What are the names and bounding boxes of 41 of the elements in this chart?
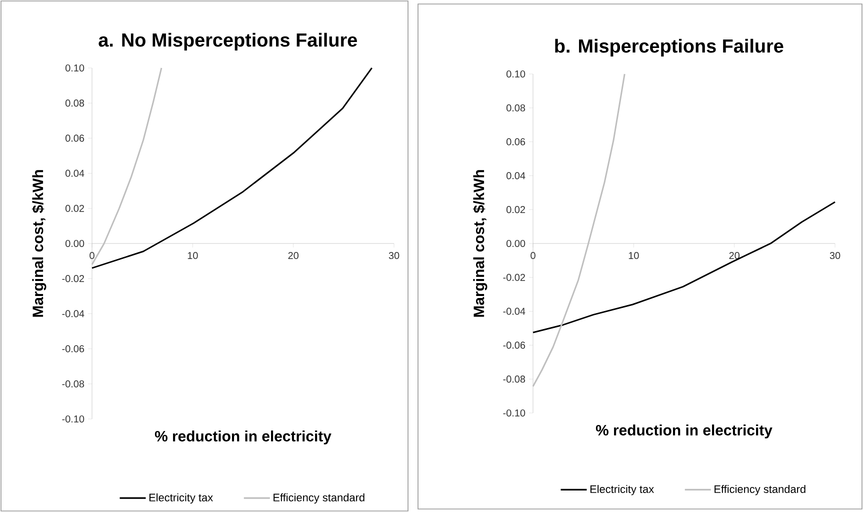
y-tick-label: -0.04: [503, 308, 526, 315]
legend-label: Electricity tax: [590, 484, 654, 496]
x-tick-label: 0: [530, 252, 536, 260]
legend-label: Efficiency standard: [714, 484, 806, 496]
y-tick-label: -0.10: [62, 415, 84, 423]
y-tick-label: 0.04: [65, 170, 84, 177]
y-tick-label: -0.06: [62, 345, 84, 352]
y-tick-label: 0.02: [506, 206, 525, 214]
y-tick-label: -0.02: [62, 275, 84, 282]
y-tick-label: 0.08: [506, 104, 526, 112]
y-tick-label: -0.08: [503, 376, 526, 383]
line-series: [91, 67, 373, 269]
y-tick-label: -0.04: [62, 310, 84, 318]
y-tick-label: 0.02: [65, 204, 84, 212]
x-axis-title: % reduction in electricity: [154, 430, 332, 444]
y-tick-label: 0.00: [506, 240, 526, 248]
y-tick-label: 0.04: [506, 172, 526, 180]
y-tick-label: 0.06: [65, 134, 84, 142]
y-axis-title: Marginal cost, $/kWh: [32, 170, 46, 317]
y-tick-label: 0.10: [506, 70, 526, 78]
x-tick-label: 30: [388, 252, 400, 260]
chart-title: b. Misperceptions Failure: [555, 38, 784, 56]
y-tick-label: -0.10: [503, 409, 526, 417]
y-axis-title: Marginal cost, $/kWh: [472, 170, 488, 317]
x-axis-title: % reduction in electricity: [596, 424, 772, 438]
x-tick-label: 30: [830, 252, 840, 260]
x-tick-label: 0: [90, 252, 94, 260]
y-tick-label: -0.02: [503, 274, 525, 281]
x-tick-label: 20: [288, 252, 298, 260]
legend-label: Electricity tax: [149, 493, 213, 504]
x-tick-label: 10: [628, 252, 639, 260]
y-tick-label: 0.10: [65, 64, 84, 72]
y-tick-label: 0.00: [65, 240, 84, 248]
x-tick-label: 20: [729, 252, 740, 260]
x-tick-label: 10: [188, 252, 198, 260]
y-tick-label: 0.06: [506, 138, 526, 146]
y-tick-label: 0.08: [65, 100, 84, 107]
legend-label: Efficiency standard: [274, 493, 364, 504]
y-tick-label: -0.06: [503, 342, 526, 349]
chart-title: a. No Misperceptions Failure: [98, 32, 357, 50]
y-tick-label: -0.08: [62, 380, 84, 388]
